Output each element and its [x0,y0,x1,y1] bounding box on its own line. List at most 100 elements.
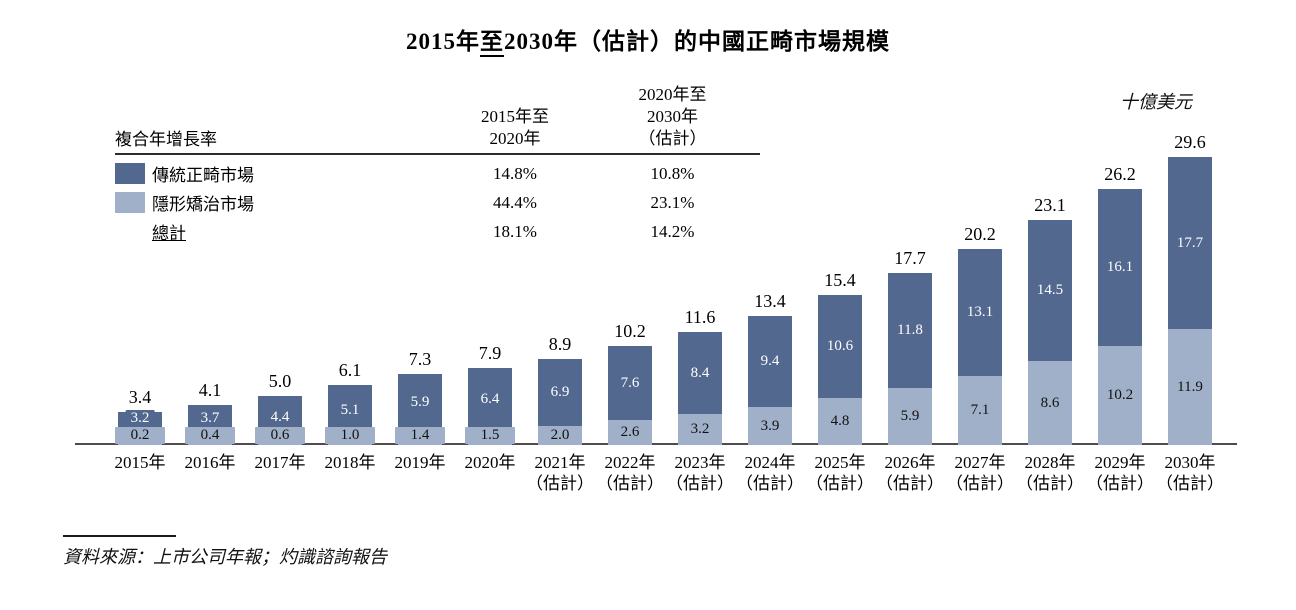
estimate-suffix: （估計） [1086,474,1154,493]
bar-group-2015年: 3.4 0.2 3.2 [105,157,175,445]
estimate-suffix: （估計） [596,474,664,493]
bar-group-2022年: 10.2 2.6 7.6 [595,157,665,445]
segment-invisible [118,443,162,445]
bar-group-2028年: 23.1 8.6 14.5 [1015,157,1085,445]
segment-invisible-value: 2.6 [615,424,645,441]
x-axis-line [75,443,1237,445]
bar-total-label: 29.6 [1174,132,1206,152]
segment-invisible-value: 4.8 [825,413,855,430]
footnote-rule [63,535,176,537]
segment-traditional-value: 3.7 [195,410,225,427]
segment-traditional-value: 3.2 [125,410,155,427]
bar-group-2029年: 26.2 10.2 16.1 [1085,157,1155,445]
segment-traditional-value: 11.8 [892,322,928,339]
bar-group-2020年: 7.9 1.5 6.4 [455,157,525,445]
title-underlined-char: 至 [480,29,504,57]
segment-traditional-value: 7.6 [615,374,645,392]
estimate-suffix: （估計） [526,474,594,493]
x-axis-label-2023年: 2023年 （估計） [666,453,734,493]
traditional-cagr-2020-2030: 10.8% [650,163,695,183]
bar-total-label: 13.4 [754,291,786,311]
x-axis-label-2017年: 2017年 [254,453,306,472]
segment-traditional-value: 14.5 [1031,282,1069,299]
cagr-col1-header: 2015年至 2020年 [481,107,549,148]
segment-invisible-value: 0.6 [255,427,305,444]
bar-total-label: 4.1 [198,380,222,400]
segment-invisible-value: 11.9 [1172,378,1208,396]
bar-group-2016年: 4.1 0.4 3.7 [175,157,245,445]
stacked-bar-chart: 3.4 0.2 3.2 4.1 0.4 3.7 5.0 0.6 4.4 6.1 1.0 5.1 7.3 1… [105,132,1225,445]
segment-invisible-value: 1.5 [465,427,515,444]
x-axis-label-2018年: 2018年 [324,453,376,472]
bar-total-label: 5.0 [268,371,292,391]
bar-total-label: 17.7 [894,248,926,268]
table-row-traditional: 傳統正畸市場 14.8% 10.8% [115,155,760,188]
x-axis-label-2024年: 2024年 （估計） [736,453,804,493]
x-axis-label-2019年: 2019年 [394,453,446,472]
total-cagr-2015-2020: 18.1% [493,221,537,241]
title-suffix: 2030年（估計）的中國正畸市場規模 [504,29,890,54]
bar-total-label: 23.1 [1034,195,1066,215]
invisible-series-swatch [115,192,145,213]
estimate-suffix: （估計） [666,474,734,493]
table-row-total: 總計 18.1% 14.2% [115,217,760,246]
bar-total-label: 6.1 [338,360,362,380]
segment-invisible-value: 10.2 [1101,387,1139,404]
bar-group-2024年: 13.4 3.9 9.4 [735,157,805,445]
estimate-suffix: （估計） [736,474,804,493]
bar-group-2018年: 6.1 1.0 5.1 [315,157,385,445]
table-row-invisible: 隱形矯治市場 44.4% 23.1% [115,188,760,217]
x-axis-label-2015年: 2015年 [114,453,166,472]
traditional-cagr-2015-2020: 14.8% [493,163,537,183]
x-axis-label-2026年: 2026年 （估計） [876,453,944,493]
bar-group-2027年: 20.2 7.1 13.1 [945,157,1015,445]
bar-total-label: 7.9 [478,343,502,363]
axis-unit-label: 十億美元 [1120,92,1192,112]
total-cagr-2020-2030: 14.2% [650,221,695,241]
cagr-col2-header: 2020年至 2030年 （估計） [638,85,707,148]
estimate-suffix: （估計） [876,474,944,493]
segment-invisible-value: 2.0 [545,427,575,444]
segment-invisible-value: 3.2 [685,421,715,438]
bar-group-2021年: 8.9 2.0 6.9 [525,157,595,445]
cagr-table-header: 複合年增長率 2015年至 2020年 2020年至 2030年 （估計） [115,84,760,155]
x-axis-labels: 2015年 2016年 2017年 2018年 2019年 2020年 2021年 （估計） 2… [105,452,1225,494]
source-note: 資料來源：上市公司年報；灼識諮詢報告 [63,547,387,567]
bar-group-2017年: 5.0 0.6 4.4 [245,157,315,445]
bar-group-2019年: 7.3 1.4 5.9 [385,157,455,445]
invisible-cagr-2020-2030: 23.1% [650,192,695,212]
x-axis-label-2022年: 2022年 （估計） [596,453,664,493]
estimate-suffix: （估計） [806,474,874,493]
segment-invisible-value: 7.1 [965,402,995,419]
segment-invisible-value: 0.4 [185,427,235,444]
bar-group-2023年: 11.6 3.2 8.4 [665,157,735,445]
total-row-label: 總計 [152,224,186,243]
bar-group-2026年: 17.7 5.9 11.8 [875,157,945,445]
bar-total-label: 20.2 [964,224,996,244]
x-axis-label-2021年: 2021年 （估計） [526,453,594,493]
traditional-series-label: 傳統正畸市場 [152,166,254,185]
x-axis-label-2027年: 2027年 （估計） [946,453,1014,493]
segment-traditional-value: 9.4 [755,353,785,370]
bar-group-2030年: 29.6 11.9 17.7 [1155,132,1225,445]
invisible-series-label: 隱形矯治市場 [152,195,254,214]
segment-traditional-value: 6.4 [475,390,505,408]
segment-traditional-value: 13.1 [961,304,999,321]
x-axis-label-2028年: 2028年 （估計） [1016,453,1084,493]
segment-traditional-value: 5.1 [335,401,365,419]
estimate-suffix: （估計） [1016,474,1084,493]
segment-invisible-value: 1.0 [325,427,375,444]
segment-traditional-value: 17.7 [1171,234,1209,252]
x-axis-label-2030年: 2030年 （估計） [1156,453,1224,493]
estimate-suffix: （估計） [946,474,1014,493]
cagr-row-header: 複合年增長率 [115,130,217,149]
segment-invisible-value: 8.6 [1035,394,1065,412]
page-title: 2015年至2030年（估計）的中國正畸市場規模 [0,22,1296,57]
segment-traditional-value: 6.9 [545,384,575,401]
segment-invisible-value: 1.4 [395,427,445,444]
traditional-series-swatch [115,163,145,184]
segment-invisible-value: 0.2 [115,427,165,444]
x-axis-label-2020年: 2020年 [464,453,516,472]
segment-traditional-value: 16.1 [1101,259,1139,276]
cagr-table: 複合年增長率 2015年至 2020年 2020年至 2030年 （估計） 傳統… [115,84,760,246]
